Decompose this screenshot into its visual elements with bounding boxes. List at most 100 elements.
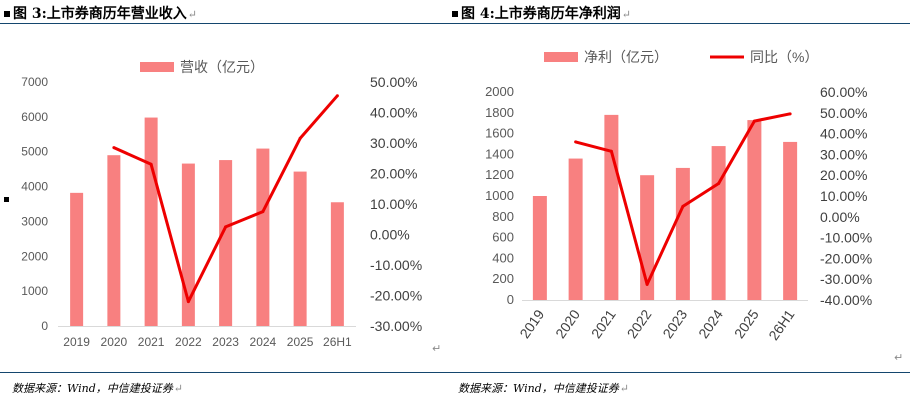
- x-tick-label: 2025: [731, 306, 762, 341]
- title-bullet: [452, 11, 458, 17]
- x-tick-label: 2021: [588, 306, 619, 341]
- figure-3-source-text: 数据来源：Wind，中信建投证券: [12, 382, 173, 395]
- y-left-tick-label: 1200: [485, 167, 514, 182]
- figure-3-source: 数据来源：Wind，中信建投证券↵: [12, 380, 183, 396]
- y-left-tick-label: 1400: [485, 146, 514, 161]
- y-right-tick-label: 30.00%: [370, 135, 417, 151]
- y-right-tick-label: 60.00%: [820, 84, 867, 100]
- x-tick-label: 2022: [624, 306, 655, 341]
- return-mark: ↵: [173, 382, 183, 395]
- legend-bar-swatch: [544, 52, 578, 62]
- x-tick-label: 2021: [138, 335, 165, 349]
- growth-point: [788, 112, 792, 116]
- return-mark: ↵: [432, 342, 442, 355]
- growth-point: [298, 136, 302, 140]
- x-tick-label: 2019: [63, 335, 90, 349]
- y-right-tick-label: 20.00%: [370, 166, 417, 182]
- y-right-tick-label: -10.00%: [820, 230, 872, 246]
- y-right-tick-label: -10.00%: [370, 257, 422, 273]
- bar: [783, 141, 798, 300]
- y-right-tick-label: 40.00%: [820, 126, 867, 142]
- y-left-tick-label: 200: [492, 271, 514, 286]
- bar: [70, 192, 84, 326]
- x-tick-label: 2019: [516, 306, 547, 341]
- y-left-tick-label: 6000: [21, 110, 48, 124]
- x-tick-label: 2024: [250, 335, 277, 349]
- bar: [107, 155, 121, 326]
- legend-label: 同比（%）: [750, 49, 818, 65]
- bar: [144, 117, 158, 326]
- y-left-tick-label: 800: [492, 209, 514, 224]
- figure-4-source-text: 数据来源：Wind，中信建投证券: [458, 382, 619, 395]
- y-left-tick-label: 1600: [485, 126, 514, 141]
- return-mark: ↵: [619, 382, 629, 395]
- bar: [675, 167, 690, 300]
- x-tick-label: 2020: [552, 306, 583, 341]
- x-tick-label: 2022: [175, 335, 202, 349]
- figure-4-title: 图 4:上市券商历年净利润↵: [452, 3, 631, 23]
- x-tick-label: 26H1: [323, 335, 352, 349]
- y-right-tick-label: 20.00%: [820, 167, 867, 183]
- growth-point: [752, 119, 756, 123]
- y-left-tick-label: 400: [492, 250, 514, 265]
- stray-bullet: [4, 197, 9, 202]
- y-right-tick-label: 30.00%: [820, 146, 867, 162]
- y-left-tick-label: 1000: [485, 188, 514, 203]
- revenue-chart: 营收（亿元） 0 1000 2000 3000 4000 5000 6000 7000 -30.0…: [21, 59, 422, 349]
- bar: [219, 160, 233, 326]
- figure-3-title-text: 图 3:上市券商历年营业收入: [13, 6, 187, 22]
- return-mark: ↵: [187, 8, 198, 21]
- figure-4-source: 数据来源：Wind，中信建投证券↵: [458, 380, 629, 396]
- legend-bar-swatch: [140, 62, 174, 72]
- growth-point: [645, 282, 649, 286]
- bar: [256, 148, 270, 326]
- bar: [568, 158, 583, 300]
- bar: [604, 114, 619, 300]
- return-mark: ↵: [621, 8, 632, 21]
- y-left-tick-label: 0: [507, 292, 514, 307]
- y-left-tick-label: 1000: [21, 284, 48, 298]
- growth-point: [261, 210, 265, 214]
- y-right-tick-label: 50.00%: [820, 105, 867, 121]
- y-left-tick-label: 1800: [485, 105, 514, 120]
- growth-point: [717, 182, 721, 186]
- growth-point: [574, 140, 578, 144]
- y-right-tick-label: 40.00%: [370, 105, 417, 121]
- y-right-tick-label: -30.00%: [370, 318, 422, 334]
- y-right-tick-label: 10.00%: [820, 188, 867, 204]
- return-mark: ↵: [894, 351, 904, 364]
- growth-point: [609, 149, 613, 153]
- y-left-tick-label: 2000: [21, 249, 48, 263]
- bar: [711, 146, 726, 300]
- bottom-rule: [0, 372, 910, 373]
- bar: [532, 196, 547, 300]
- x-tick-label: 2024: [695, 306, 726, 341]
- growth-point: [112, 146, 116, 150]
- y-right-tick-label: -40.00%: [820, 292, 872, 308]
- growth-point: [335, 94, 339, 98]
- legend-label: 净利（亿元）: [584, 49, 668, 65]
- y-left-tick-label: 2000: [485, 84, 514, 99]
- net-profit-chart: 净利（亿元） 同比（%） 0 200 400 600 800 1000 1200 1400 1600…: [485, 49, 872, 343]
- y-left-tick-label: 4000: [21, 180, 48, 194]
- growth-point: [186, 300, 190, 304]
- x-tick-label: 2025: [287, 335, 314, 349]
- figure-4-title-text: 图 4:上市券商历年净利润: [461, 6, 621, 22]
- bar: [330, 202, 344, 326]
- top-rule: [0, 23, 910, 24]
- y-left-tick-label: 0: [41, 319, 48, 333]
- bar: [293, 171, 307, 326]
- x-tick-label: 2023: [212, 335, 239, 349]
- y-right-tick-label: -20.00%: [820, 250, 872, 266]
- growth-point: [681, 204, 685, 208]
- x-tick-label: 26H1: [765, 306, 797, 343]
- y-left-tick-label: 600: [492, 230, 514, 245]
- y-right-tick-label: -30.00%: [820, 271, 872, 287]
- title-row: 图 3:上市券商历年营业收入↵ 图 4:上市券商历年净利润↵: [0, 0, 910, 24]
- growth-point: [224, 225, 228, 229]
- figure-3-title: 图 3:上市券商历年营业收入↵: [4, 3, 197, 23]
- y-right-tick-label: -20.00%: [370, 288, 422, 304]
- y-right-tick-label: 0.00%: [370, 227, 410, 243]
- legend-label: 营收（亿元）: [180, 59, 264, 75]
- title-bullet: [4, 11, 10, 17]
